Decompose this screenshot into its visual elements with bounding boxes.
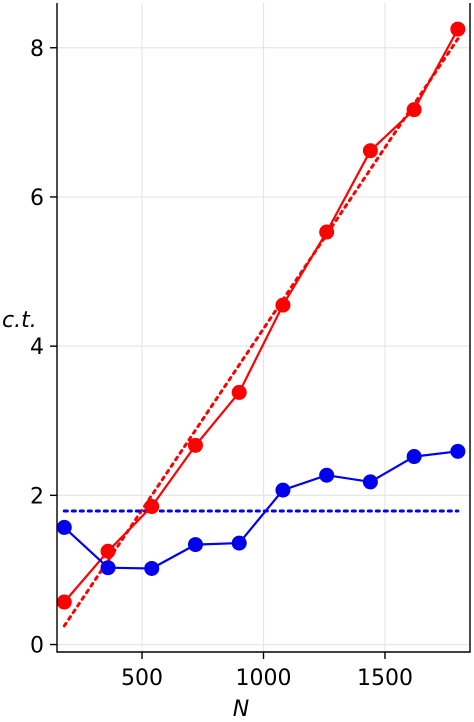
series-line-1 bbox=[63, 28, 459, 603]
y-tick-label: 4 bbox=[30, 335, 44, 360]
data-point bbox=[319, 467, 335, 483]
ticks: 500 1000 1500 0 2 4 6 8 bbox=[30, 37, 413, 691]
data-point bbox=[406, 102, 422, 118]
data-point bbox=[144, 499, 160, 515]
data-point bbox=[319, 224, 335, 240]
data-point bbox=[275, 297, 291, 313]
x-tick-label: 1500 bbox=[357, 666, 413, 691]
data-point bbox=[362, 143, 378, 159]
y-tick-label: 2 bbox=[30, 484, 44, 509]
x-tick-label: 1000 bbox=[236, 666, 292, 691]
data-point bbox=[231, 384, 247, 400]
series-line-2 bbox=[63, 450, 459, 570]
fit-lines bbox=[62, 37, 460, 628]
series-group bbox=[56, 21, 466, 610]
data-point bbox=[362, 474, 378, 490]
data-point bbox=[56, 594, 72, 610]
data-point bbox=[187, 437, 203, 453]
x-tick-label: 500 bbox=[121, 666, 163, 691]
data-point bbox=[406, 449, 422, 465]
data-point bbox=[100, 560, 116, 576]
data-point bbox=[275, 482, 291, 498]
y-tick-label: 0 bbox=[30, 634, 44, 659]
data-point bbox=[450, 443, 466, 459]
data-point bbox=[100, 543, 116, 559]
data-point bbox=[56, 519, 72, 535]
y-axis-label: c.t. bbox=[2, 308, 37, 333]
data-point bbox=[187, 537, 203, 553]
y-tick-label: 8 bbox=[30, 37, 44, 62]
data-point bbox=[231, 535, 247, 551]
data-point bbox=[450, 21, 466, 37]
y-tick-label: 6 bbox=[30, 186, 44, 211]
data-point bbox=[144, 560, 160, 576]
fit-line-1 bbox=[62, 37, 460, 628]
x-axis-label: N bbox=[233, 697, 249, 722]
